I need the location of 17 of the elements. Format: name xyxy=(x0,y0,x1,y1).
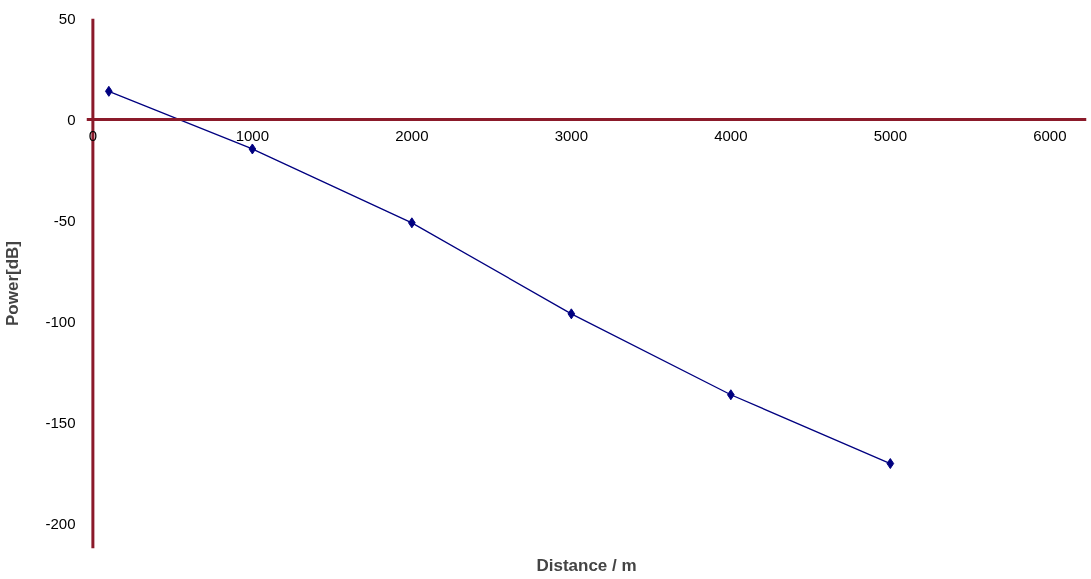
x-axis-title: Distance / m xyxy=(536,555,637,575)
point xyxy=(886,458,895,470)
y-tick-label: -200 xyxy=(45,515,76,533)
y-axis-title: Power[dB] xyxy=(3,241,23,326)
x-tick-label: 5000 xyxy=(873,126,908,144)
y-tick-label: 0 xyxy=(67,110,76,128)
x-tick-label: 1000 xyxy=(235,126,270,144)
x-tick-label: 3000 xyxy=(554,126,589,144)
point xyxy=(567,308,576,320)
y-tick-label: 50 xyxy=(58,9,76,27)
point xyxy=(248,143,257,155)
y-tick-label: -150 xyxy=(45,414,76,432)
x-tick-label: 6000 xyxy=(1033,126,1067,144)
y-tick-label: -100 xyxy=(45,312,76,330)
x-tick-label: 4000 xyxy=(714,126,748,144)
y-tick-label: -50 xyxy=(53,211,76,229)
x-tick-label: 2000 xyxy=(395,126,429,144)
